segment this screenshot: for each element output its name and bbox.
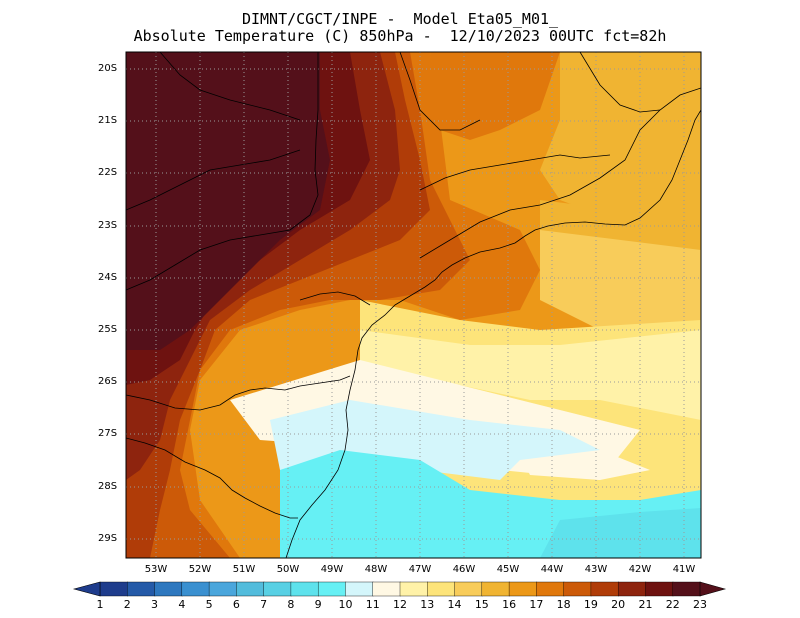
lat-label-29s: 29S bbox=[98, 533, 118, 544]
colorbar-label: 1 bbox=[96, 598, 104, 611]
lon-label-52w: 52W bbox=[188, 564, 212, 575]
state-border bbox=[399, 52, 481, 131]
map-title-line2: Absolute Temperature (C) 850hPa - 12/10/… bbox=[133, 27, 667, 45]
lat-label-28s: 28S bbox=[98, 481, 118, 492]
state-border bbox=[126, 437, 298, 519]
colorbar-label: 3 bbox=[151, 598, 159, 611]
colorbar-label: 9 bbox=[314, 598, 322, 611]
colorbar-label: 21 bbox=[638, 598, 653, 611]
lon-label-50w: 50W bbox=[276, 564, 300, 575]
colorbar-label: 14 bbox=[447, 598, 462, 611]
state-border bbox=[126, 149, 301, 211]
colorbar-label: 19 bbox=[583, 598, 598, 611]
lat-label-21s: 21S bbox=[98, 115, 118, 126]
state-border bbox=[579, 52, 661, 113]
colorbar-label: 5 bbox=[205, 598, 213, 611]
lat-label-27s: 27S bbox=[98, 428, 118, 439]
colorbar-label: 8 bbox=[287, 598, 295, 611]
state-border bbox=[299, 291, 371, 306]
lon-label-41w: 41W bbox=[672, 564, 696, 575]
plot-frame bbox=[125, 51, 702, 559]
lat-label-22s: 22S bbox=[98, 167, 118, 178]
field-region bbox=[430, 52, 560, 140]
lon-label-46w: 46W bbox=[452, 564, 476, 575]
colorbar-label: 11 bbox=[365, 598, 380, 611]
lon-label-49w: 49W bbox=[320, 564, 344, 575]
lon-label-53w: 53W bbox=[144, 564, 168, 575]
colorbar-label: 4 bbox=[178, 598, 186, 611]
state-border bbox=[419, 87, 701, 259]
colorbar-label: 6 bbox=[232, 598, 240, 611]
colorbar-label: 20 bbox=[611, 598, 626, 611]
colorbar-label: 22 bbox=[665, 598, 680, 611]
boundaries bbox=[126, 52, 701, 558]
colorbar-label: 7 bbox=[260, 598, 268, 611]
state-border bbox=[159, 52, 301, 121]
state-border bbox=[126, 52, 319, 291]
coastline bbox=[285, 109, 701, 558]
state-border bbox=[419, 154, 611, 191]
map-title-line1: DIMNT/CGCT/INPE - Model Eta05_M01_ bbox=[241, 10, 559, 28]
lat-label-26s: 26S bbox=[98, 376, 118, 387]
grid-lines bbox=[126, 52, 701, 558]
field-region bbox=[540, 52, 701, 250]
lon-label-43w: 43W bbox=[584, 564, 608, 575]
colorbar-label: 10 bbox=[338, 598, 353, 611]
colorbar-label: 18 bbox=[556, 598, 571, 611]
lat-label-23s: 23S bbox=[98, 220, 118, 231]
lat-label-25s: 25S bbox=[98, 324, 118, 335]
colorbar-label: 2 bbox=[123, 598, 131, 611]
lon-label-48w: 48W bbox=[364, 564, 388, 575]
field-region bbox=[126, 52, 330, 350]
temperature-field bbox=[126, 52, 701, 558]
lon-label-51w: 51W bbox=[232, 564, 256, 575]
lon-label-47w: 47W bbox=[408, 564, 432, 575]
colorbar-label: 15 bbox=[474, 598, 489, 611]
colorbar-label: 23 bbox=[693, 598, 707, 611]
lat-label-20s: 20S bbox=[98, 63, 118, 74]
lon-label-42w: 42W bbox=[628, 564, 652, 575]
lat-label-24s: 24S bbox=[98, 272, 118, 283]
colorbar-label: 12 bbox=[393, 598, 407, 611]
state-border bbox=[126, 375, 351, 411]
colorbar-label: 13 bbox=[420, 598, 435, 611]
colorbar-label: 16 bbox=[502, 598, 517, 611]
field-region bbox=[360, 330, 701, 420]
field-region bbox=[540, 508, 701, 558]
lon-label-44w: 44W bbox=[540, 564, 564, 575]
lon-label-45w: 45W bbox=[496, 564, 520, 575]
field-region bbox=[540, 230, 701, 330]
colorbar-label: 17 bbox=[529, 598, 544, 611]
